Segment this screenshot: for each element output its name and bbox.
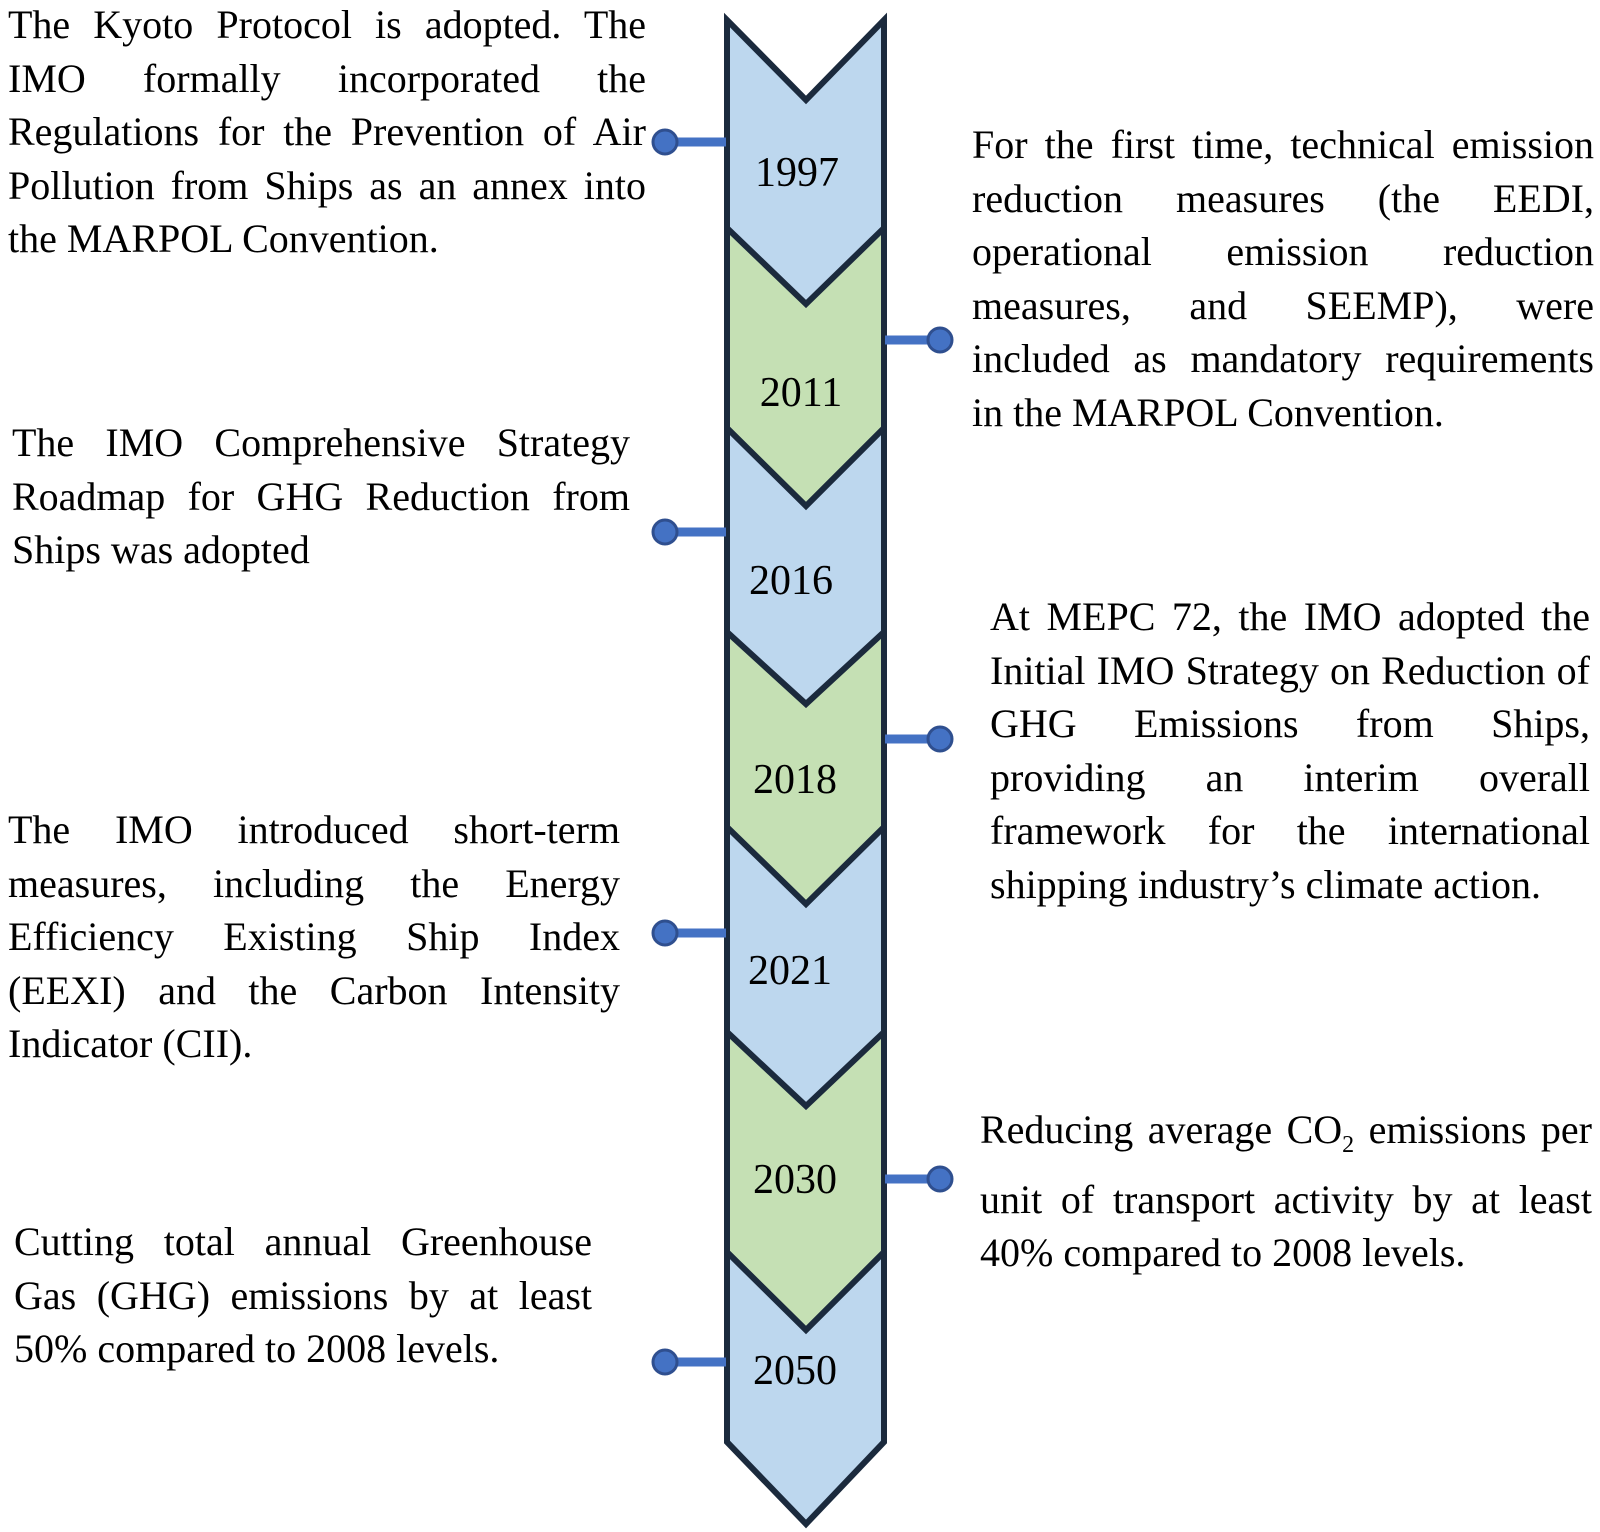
connector-dot-icon	[651, 919, 679, 947]
year-label-2021: 2021	[748, 948, 832, 994]
co2-subscript: 2	[1342, 1132, 1355, 1158]
year-label-2018: 2018	[753, 757, 837, 803]
connector-dot-icon	[651, 518, 679, 546]
connector-2030	[885, 1165, 954, 1193]
event-text-2030-end: emissions per unit of transport activity…	[980, 1107, 1592, 1275]
connector-dot-icon	[926, 326, 954, 354]
year-label-2016: 2016	[749, 558, 833, 604]
event-text-2050: Cutting total annual Greenhouse Gas (GHG…	[14, 1219, 592, 1371]
connector-dot-icon	[926, 725, 954, 753]
event-text-2030-start: Reducing average CO	[980, 1107, 1343, 1152]
timeline-years: 1997 2011 2016 2018 2021 2030 2050	[748, 150, 842, 1394]
year-label-2050: 2050	[753, 1348, 837, 1394]
event-text-2016: The IMO Comprehensive Strategy Roadmap f…	[12, 420, 630, 572]
connector-2021	[651, 919, 726, 947]
event-text-2030: Reducing average CO2 emissions per unit …	[980, 1103, 1592, 1280]
connector-dot-icon	[926, 1165, 954, 1193]
connector-2016	[651, 518, 726, 546]
connector-2050	[651, 1348, 726, 1376]
connector-2018	[885, 725, 954, 753]
connector-dot-icon	[651, 128, 679, 156]
timeline-chevrons	[724, 12, 887, 1529]
event-text-1997: The Kyoto Protocol is adopted. The IMO f…	[8, 2, 646, 261]
event-text-2011: For the first time, technical emission r…	[972, 122, 1594, 435]
year-label-1997: 1997	[755, 150, 839, 196]
year-label-2030: 2030	[753, 1157, 837, 1203]
connector-1997	[651, 128, 726, 156]
chevron-1997	[724, 12, 887, 309]
connector-2011	[885, 326, 954, 354]
event-text-2021: The IMO introduced short-term measures, …	[8, 807, 620, 1066]
event-text-2018: At MEPC 72, the IMO adopted the Initial …	[990, 594, 1590, 907]
connector-dot-icon	[651, 1348, 679, 1376]
timeline-connectors	[651, 128, 954, 1376]
year-label-2011: 2011	[760, 370, 842, 416]
